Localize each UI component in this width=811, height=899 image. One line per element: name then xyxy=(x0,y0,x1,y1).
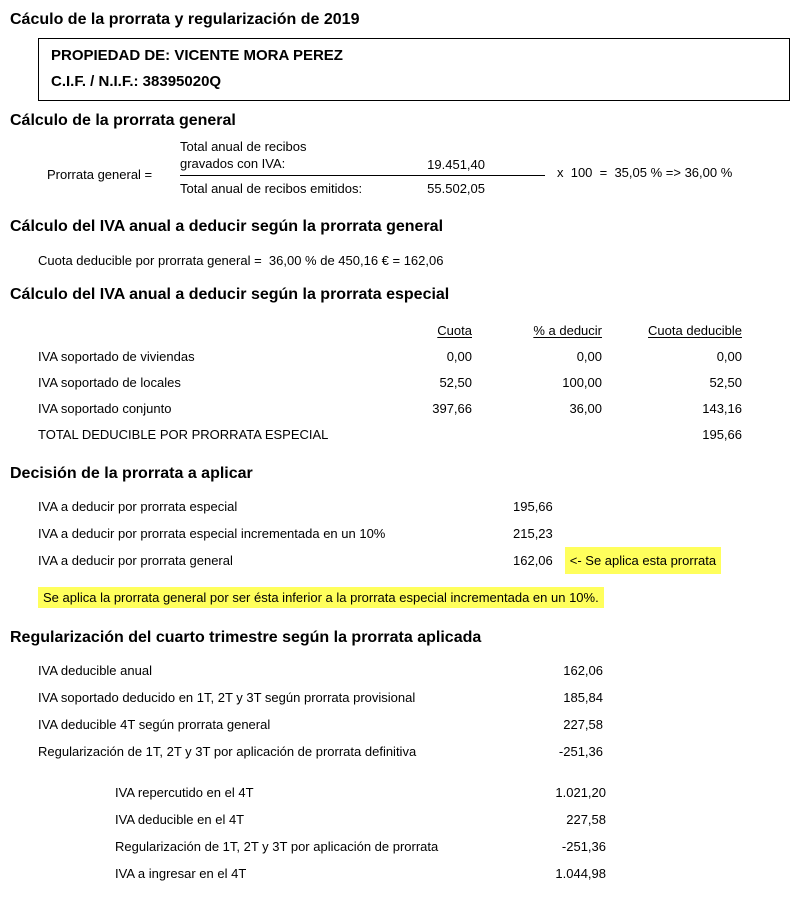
owner-box: PROPIEDAD DE: VICENTE MORA PEREZ C.I.F. … xyxy=(38,38,790,101)
cell-deducible: 143,16 xyxy=(702,401,742,416)
especial-header-row: Cuota % a deducir Cuota deducible xyxy=(38,318,742,344)
prorrata-general-formula: Prorrata general = Total anual de recibo… xyxy=(47,138,811,197)
summary-value: 1.021,20 xyxy=(555,785,606,800)
numerator-label-line2: gravados con IVA: xyxy=(180,156,286,171)
summary-value: 1.044,98 xyxy=(555,866,606,881)
reg-label: IVA soportado deducido en 1T, 2T y 3T se… xyxy=(38,690,416,705)
table-row: IVA soportado de viviendas 0,00 0,00 0,0… xyxy=(38,344,742,370)
decision-row: IVA a deducir por prorrata especial 195,… xyxy=(38,493,811,520)
owner-name-line: PROPIEDAD DE: VICENTE MORA PEREZ xyxy=(51,47,343,64)
row-label: IVA soportado conjunto xyxy=(38,401,172,416)
reg-label: IVA deducible anual xyxy=(38,663,152,678)
cell-pct: 0,00 xyxy=(576,349,602,364)
column-header-pct-deducir: % a deducir xyxy=(533,323,602,338)
cell-deducible: 52,50 xyxy=(709,375,742,390)
section-heading-regularizacion: Regularización del cuarto trimestre segú… xyxy=(10,629,482,646)
fraction-numerator: Total anual de recibos gravados con IVA:… xyxy=(180,138,545,176)
owner-cif-line: C.I.F. / N.I.F.: 38395020Q xyxy=(51,73,222,90)
cell-cuota: 0,00 xyxy=(446,349,472,364)
numerator-value: 19.451,40 xyxy=(427,157,485,172)
numerator-label-line1: Total anual de recibos xyxy=(180,139,307,154)
cell-pct: 100,00 xyxy=(562,375,602,390)
summary-value: -251,36 xyxy=(561,839,606,854)
cuota-deducible-line: Cuota deducible por prorrata general = 3… xyxy=(38,253,444,268)
summary-row: IVA repercutido en el 4T 1.021,20 xyxy=(115,779,811,806)
summary-row: IVA a ingresar en el 4T 1.044,98 xyxy=(115,860,811,887)
table-row: IVA soportado de locales 52,50 100,00 52… xyxy=(38,370,742,396)
document-title: Cáculo de la prorrata y regularización d… xyxy=(10,11,360,28)
denominator-value: 55.502,05 xyxy=(427,181,485,196)
applied-prorrata-highlight: <- Se aplica esta prorrata xyxy=(564,547,722,574)
reg-value: -251,36 xyxy=(558,744,603,759)
decision-row: IVA a deducir por prorrata general 162,0… xyxy=(38,547,811,574)
reg-value: 162,06 xyxy=(563,663,603,678)
total-value: 195,66 xyxy=(702,427,742,442)
summary-label: IVA repercutido en el 4T xyxy=(115,785,254,800)
reg-value: 185,84 xyxy=(563,690,603,705)
section-heading-iva-general: Cálculo del IVA anual a deducir según la… xyxy=(10,218,444,235)
section-heading-decision: Decisión de la prorrata a aplicar xyxy=(10,465,253,482)
summary-value: 227,58 xyxy=(566,812,606,827)
row-label: IVA soportado de locales xyxy=(38,375,181,390)
decision-label: IVA a deducir por prorrata especial incr… xyxy=(38,526,386,541)
cell-cuota: 397,66 xyxy=(432,401,472,416)
cuarto-trimestre-summary: IVA repercutido en el 4T 1.021,20 IVA de… xyxy=(0,779,811,887)
summary-row: IVA deducible en el 4T 227,58 xyxy=(115,806,811,833)
formula-result: x 100 = 35,05 % => 36,00 % xyxy=(557,165,733,180)
table-row: IVA soportado conjunto 397,66 36,00 143,… xyxy=(38,396,742,422)
reg-label: IVA deducible 4T según prorrata general xyxy=(38,717,271,732)
decision-value: 215,23 xyxy=(513,526,553,541)
denominator-label: Total anual de recibos emitidos: xyxy=(180,181,363,196)
decision-value: 162,06 xyxy=(513,553,553,568)
decision-note: Se aplica la prorrata general por ser és… xyxy=(38,587,604,608)
fraction: Total anual de recibos gravados con IVA:… xyxy=(180,138,545,197)
regularizacion-row: Regularización de 1T, 2T y 3T por aplica… xyxy=(38,738,811,765)
regularizacion-row: IVA deducible 4T según prorrata general … xyxy=(38,711,811,738)
summary-label: Regularización de 1T, 2T y 3T por aplica… xyxy=(115,839,439,854)
cell-cuota: 52,50 xyxy=(439,375,472,390)
numerator-label: Total anual de recibos gravados con IVA: xyxy=(180,138,427,172)
fraction-denominator: Total anual de recibos emitidos: 55.502,… xyxy=(180,176,545,197)
decision-value: 195,66 xyxy=(513,499,553,514)
especial-total-row: TOTAL DEDUCIBLE POR PRORRATA ESPECIAL 19… xyxy=(38,422,742,448)
formula-label: Prorrata general = xyxy=(47,167,153,182)
reg-label: Regularización de 1T, 2T y 3T por aplica… xyxy=(38,744,417,759)
row-label: IVA soportado de viviendas xyxy=(38,349,195,364)
column-header-cuota: Cuota xyxy=(437,323,472,338)
decision-label: IVA a deducir por prorrata especial xyxy=(38,499,238,514)
summary-label: IVA a ingresar en el 4T xyxy=(115,866,247,881)
especial-table: Cuota % a deducir Cuota deducible IVA so… xyxy=(38,318,742,448)
summary-row: Regularización de 1T, 2T y 3T por aplica… xyxy=(115,833,811,860)
column-header-cuota-deducible: Cuota deducible xyxy=(648,323,742,338)
section-heading-prorrata-general: Cálculo de la prorrata general xyxy=(10,112,236,129)
decision-label: IVA a deducir por prorrata general xyxy=(38,553,233,568)
cell-pct: 36,00 xyxy=(569,401,602,416)
summary-label: IVA deducible en el 4T xyxy=(115,812,245,827)
section-heading-iva-especial: Cálculo del IVA anual a deducir según la… xyxy=(10,286,450,303)
regularizacion-row: IVA deducible anual 162,06 xyxy=(38,657,811,684)
cell-deducible: 0,00 xyxy=(716,349,742,364)
decision-row: IVA a deducir por prorrata especial incr… xyxy=(38,520,811,547)
reg-value: 227,58 xyxy=(563,717,603,732)
regularizacion-row: IVA soportado deducido en 1T, 2T y 3T se… xyxy=(38,684,811,711)
especial-header-spacer xyxy=(38,318,377,344)
total-label: TOTAL DEDUCIBLE POR PRORRATA ESPECIAL xyxy=(38,427,329,442)
